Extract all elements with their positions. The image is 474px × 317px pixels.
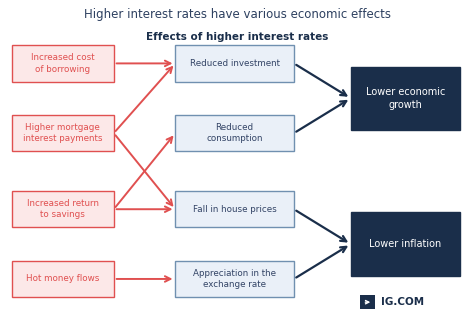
- FancyBboxPatch shape: [175, 115, 294, 152]
- Text: Appreciation in the
exchange rate: Appreciation in the exchange rate: [193, 269, 276, 289]
- Text: Fall in house prices: Fall in house prices: [193, 205, 276, 214]
- FancyBboxPatch shape: [12, 115, 114, 152]
- Text: Lower economic
growth: Lower economic growth: [365, 87, 445, 110]
- Text: Reduced investment: Reduced investment: [190, 59, 280, 68]
- FancyBboxPatch shape: [12, 45, 114, 82]
- Text: Lower inflation: Lower inflation: [369, 239, 441, 249]
- FancyBboxPatch shape: [351, 212, 460, 276]
- Text: Effects of higher interest rates: Effects of higher interest rates: [146, 32, 328, 42]
- FancyBboxPatch shape: [175, 261, 294, 297]
- FancyBboxPatch shape: [351, 67, 460, 130]
- FancyBboxPatch shape: [175, 45, 294, 82]
- Text: Reduced
consumption: Reduced consumption: [206, 123, 263, 143]
- FancyBboxPatch shape: [360, 295, 375, 309]
- Text: Hot money flows: Hot money flows: [26, 275, 100, 283]
- Text: Increased cost
of borrowing: Increased cost of borrowing: [31, 53, 95, 74]
- FancyBboxPatch shape: [12, 191, 114, 228]
- Text: Higher mortgage
interest payments: Higher mortgage interest payments: [23, 123, 102, 143]
- Text: Increased return
to savings: Increased return to savings: [27, 199, 99, 219]
- FancyBboxPatch shape: [12, 261, 114, 297]
- FancyBboxPatch shape: [175, 191, 294, 228]
- Text: Higher interest rates have various economic effects: Higher interest rates have various econo…: [83, 8, 391, 21]
- Text: IG.COM: IG.COM: [381, 297, 424, 307]
